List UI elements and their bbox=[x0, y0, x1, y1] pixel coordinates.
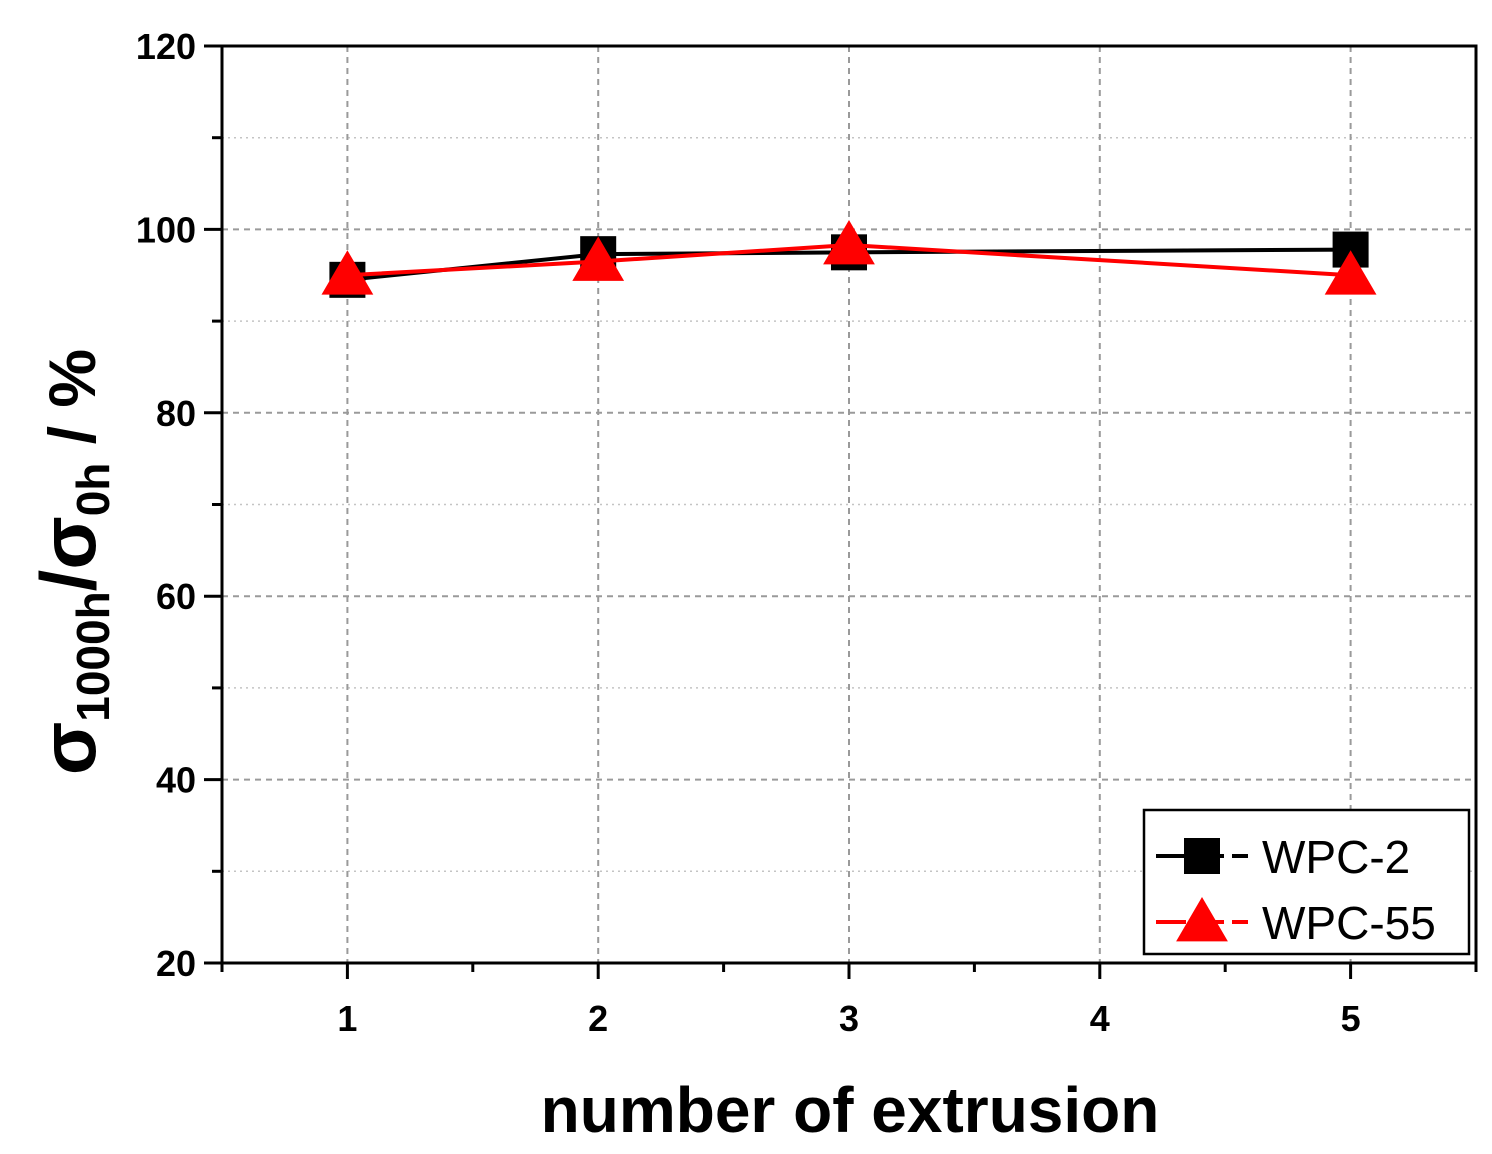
legend-marker bbox=[1184, 838, 1220, 874]
y-axis-title-sub1: 1000h bbox=[67, 591, 119, 721]
legend-item-wpc-55: WPC-55 bbox=[1156, 897, 1436, 949]
y-tick-label: 120 bbox=[136, 26, 196, 67]
y-axis-title-sigma1: σ bbox=[24, 722, 112, 775]
y-tick-label: 60 bbox=[156, 576, 196, 617]
legend-item-wpc-2: WPC-2 bbox=[1156, 831, 1410, 883]
y-tick-label: 80 bbox=[156, 393, 196, 434]
y-axis-title: σ1000h/σ0h / % bbox=[24, 349, 119, 775]
series-line-wpc-55 bbox=[347, 242, 1351, 278]
data-point-wpc-55 bbox=[572, 236, 625, 281]
legend-marker bbox=[1176, 897, 1228, 942]
x-axis-title: number of extrusion bbox=[541, 1074, 1160, 1146]
x-tick-label: 3 bbox=[839, 998, 859, 1039]
svg-text:σ1000h/σ0h / %: σ1000h/σ0h / % bbox=[24, 349, 119, 775]
series-wpc-55 bbox=[321, 220, 1377, 295]
data-point-wpc-55 bbox=[321, 250, 374, 295]
legend-label: WPC-55 bbox=[1262, 897, 1436, 949]
series-layer bbox=[321, 220, 1377, 298]
x-tick-label: 1 bbox=[337, 998, 357, 1039]
axes: 20 40 60 80 100 120 1 2 3 4 5 bbox=[136, 26, 1478, 1039]
y-axis-title-sub2: 0h bbox=[67, 463, 119, 517]
y-tick-label: 100 bbox=[136, 209, 196, 250]
y-axis-title-unit: / % bbox=[35, 349, 109, 463]
y-axis-title-sigma2: σ bbox=[24, 516, 112, 569]
y-tick-label: 20 bbox=[156, 943, 196, 984]
x-tick-label: 2 bbox=[588, 998, 608, 1039]
data-point-wpc-55 bbox=[1324, 250, 1377, 295]
x-tick-label: 5 bbox=[1341, 998, 1361, 1039]
y-tick-label: 40 bbox=[156, 760, 196, 801]
x-tick-label: 4 bbox=[1090, 998, 1110, 1039]
data-point-wpc-55 bbox=[823, 220, 875, 265]
legend: WPC-2 WPC-55 bbox=[1142, 808, 1471, 956]
y-axis-title-sep: / bbox=[24, 570, 112, 592]
legend-label: WPC-2 bbox=[1262, 831, 1410, 883]
